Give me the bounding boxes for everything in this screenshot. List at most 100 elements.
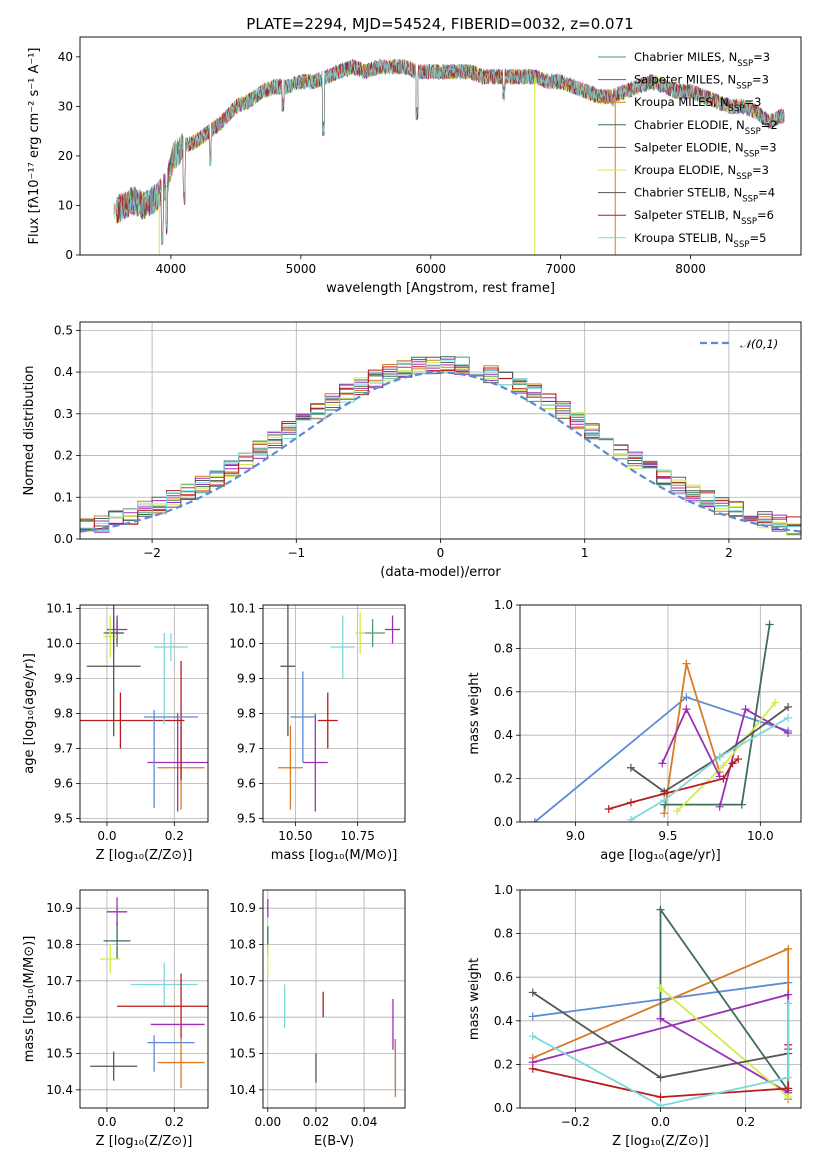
x-tick-label: 0.0 bbox=[97, 829, 116, 843]
figure-title: PLATE=2294, MJD=54524, FIBERID=0032, z=0… bbox=[246, 15, 633, 33]
y-tick-label: 10.5 bbox=[229, 1047, 256, 1061]
y-tick-label: 9.9 bbox=[54, 672, 73, 686]
mass-weight-marker bbox=[741, 705, 750, 714]
y-tick-label: 10.1 bbox=[229, 602, 256, 616]
y-tick-label: 0.6 bbox=[494, 970, 513, 984]
x-axis-label: age [log₁₀(age/yr)] bbox=[600, 848, 721, 863]
y-tick-label: 0.6 bbox=[494, 685, 513, 699]
mass-weight-marker bbox=[626, 815, 635, 822]
y-tick-label: 10.7 bbox=[229, 974, 256, 988]
mass-weight-marker bbox=[784, 713, 793, 722]
mass-weight-marker bbox=[715, 802, 724, 811]
legend-label: 𝒩(0,1) bbox=[740, 337, 778, 351]
panel-spectrum: 4000 5000 6000 7000 8000 0 10 20 30 40 wavelength … bbox=[27, 36, 802, 296]
mass-weight-marker bbox=[784, 990, 793, 999]
x-tick-label: 7000 bbox=[545, 262, 576, 276]
y-tick-label: 0.4 bbox=[494, 1014, 513, 1028]
y-tick-label: 10.8 bbox=[46, 938, 73, 952]
y-tick-label: 10.1 bbox=[46, 602, 73, 616]
y-tick-label: 0.4 bbox=[54, 365, 73, 379]
plot-area-age_Z bbox=[80, 605, 208, 812]
y-axis-label: age [log₁₀(age/yr)] bbox=[22, 653, 37, 774]
axes-frame bbox=[79, 604, 209, 823]
x-axis-label: Z [log₁₀(Z/Z⊙)] bbox=[612, 1134, 709, 1149]
grid-age_Z bbox=[80, 605, 208, 822]
y-tick-label: 0.5 bbox=[54, 323, 73, 337]
y-tick-label: 10.4 bbox=[46, 1083, 73, 1097]
mass-weight-marker bbox=[682, 659, 691, 668]
mass-weight-marker bbox=[626, 798, 635, 807]
y-tick-label: 0.0 bbox=[494, 1101, 513, 1115]
y-tick-label: 0.8 bbox=[494, 641, 513, 655]
x-tick-label: 2 bbox=[725, 546, 733, 560]
x-tick-label: 0 bbox=[437, 546, 445, 560]
y-tick-label: 9.6 bbox=[237, 777, 256, 791]
y-axis-label: mass weight bbox=[467, 672, 482, 754]
axes-frame bbox=[519, 604, 802, 823]
plot-area-residuals bbox=[80, 356, 801, 536]
mass-weight-marker bbox=[656, 984, 665, 993]
mass-weight-line bbox=[630, 717, 789, 821]
mass-weight-marker bbox=[658, 759, 667, 768]
y-tick-label: 0.3 bbox=[54, 407, 73, 421]
mass-weight-marker bbox=[530, 818, 539, 822]
legend-label: Kroupa ELODIE, NSSP=3 bbox=[634, 163, 769, 182]
mass-weight-marker bbox=[656, 1014, 665, 1023]
grid-residuals bbox=[80, 322, 801, 540]
axes-frame bbox=[79, 321, 802, 540]
y-tick-label: 1.0 bbox=[494, 598, 513, 612]
mass-weight-marker bbox=[737, 800, 746, 809]
plot-area-mw_Z bbox=[528, 905, 793, 1108]
y-tick-label: 9.9 bbox=[237, 672, 256, 686]
y-tick-label: 10.9 bbox=[229, 901, 256, 915]
x-tick-label: 9.0 bbox=[566, 829, 585, 843]
y-tick-label: 9.8 bbox=[237, 707, 256, 721]
mass-weight-marker bbox=[715, 752, 724, 761]
mass-weight-marker bbox=[528, 1032, 537, 1041]
mass-weight-marker bbox=[734, 755, 743, 764]
mass-weight-marker bbox=[656, 1073, 665, 1082]
mass-weight-marker bbox=[656, 1101, 665, 1108]
y-tick-label: 20 bbox=[58, 149, 73, 163]
mass-weight-marker bbox=[719, 761, 728, 770]
x-tick-label: 4000 bbox=[156, 262, 187, 276]
residual-histogram bbox=[80, 362, 801, 536]
y-tick-label: 40 bbox=[58, 50, 73, 64]
plot-area-mass_Z bbox=[90, 897, 208, 1089]
y-tick-label: 0.0 bbox=[54, 532, 73, 546]
y-tick-label: 10.0 bbox=[229, 637, 256, 651]
y-axis-label: Flux [fλ10⁻¹⁷ erg cm⁻² s⁻¹ A⁻¹] bbox=[27, 48, 42, 245]
y-tick-label: 9.5 bbox=[237, 812, 256, 826]
residual-histogram bbox=[80, 359, 801, 532]
axes-frame bbox=[262, 604, 406, 823]
y-tick-label: 1.0 bbox=[494, 883, 513, 897]
y-tick-label: 10.4 bbox=[229, 1083, 256, 1097]
legend-label: Chabrier STELIB, NSSP=4 bbox=[634, 186, 775, 205]
y-tick-label: 0.8 bbox=[494, 927, 513, 941]
mass-weight-marker bbox=[682, 693, 691, 702]
x-tick-label: 0.00 bbox=[254, 1115, 281, 1129]
mass-weight-marker bbox=[784, 702, 793, 711]
mass-weight-marker bbox=[656, 1093, 665, 1102]
axes-frame bbox=[79, 889, 209, 1109]
legend-label: Chabrier ELODIE, NSSP=2 bbox=[634, 118, 778, 137]
x-axis-label: wavelength [Angstrom, rest frame] bbox=[326, 281, 555, 296]
panel-mw_Z: −0.2 0.0 0.2 0.0 0.2 0.4 0.6 0.8 1.0 Z [log₁₀(Z/Z… bbox=[467, 883, 802, 1149]
y-axis-label: mass [log₁₀(M/M⊙)] bbox=[22, 936, 37, 1063]
panel-mass_EBV: 0.00 0.02 0.04 10.4 10.5 10.6 10.7 10.8 10.9 E(B-… bbox=[229, 889, 406, 1149]
axes-frame bbox=[519, 889, 802, 1109]
plot-area-mw_age bbox=[530, 620, 793, 822]
y-tick-label: 10.6 bbox=[229, 1010, 256, 1024]
y-tick-label: 30 bbox=[58, 99, 73, 113]
y-tick-label: 10.9 bbox=[46, 901, 73, 915]
mass-weight-marker bbox=[660, 796, 669, 805]
axes-frame bbox=[79, 36, 802, 256]
mass-weight-marker bbox=[682, 705, 691, 714]
mass-weight-marker bbox=[784, 1084, 793, 1093]
gaussian-curve bbox=[80, 371, 801, 533]
mass-weight-marker bbox=[656, 905, 665, 914]
mass-weight-marker bbox=[673, 807, 682, 816]
legend-label: Salpeter ELODIE, NSSP=3 bbox=[634, 140, 777, 159]
mass-weight-marker bbox=[771, 698, 780, 707]
x-tick-label: 9.5 bbox=[658, 829, 677, 843]
